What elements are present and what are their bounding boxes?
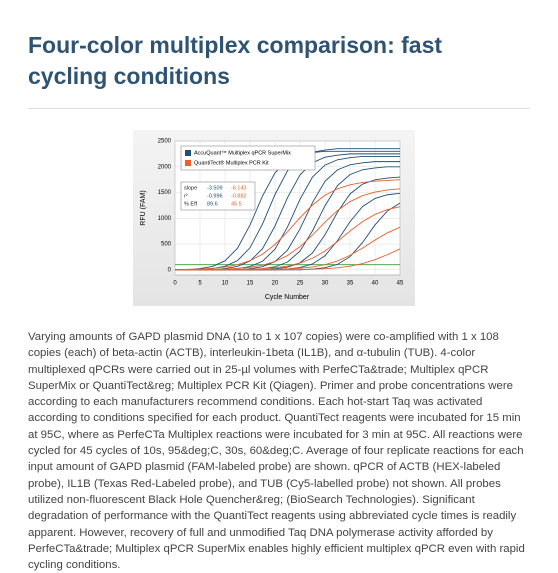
x-tick-label: 0 [173,281,177,287]
stats-cell: r² [184,193,188,199]
y-tick-label: 500 [161,242,172,248]
x-tick-label: 15 [247,281,254,287]
amplification-curve [174,179,401,271]
stats-cell: -6.143 [231,185,247,191]
x-tick-label: 30 [322,281,329,287]
stats-cell: 89.6 [207,201,218,207]
x-tick-label: 20 [272,281,279,287]
legend-label: AccuQuant™ Multiplex qPCR SuperMix [194,150,291,156]
x-tick-label: 5 [198,281,202,287]
y-axis-label: RFU (FAM) [140,190,147,225]
y-tick-label: 1000 [158,216,172,222]
x-tick-label: 25 [297,281,304,287]
divider [28,108,530,109]
stats-cell: -3.509 [207,185,223,191]
chart: RFU (FAM) Cycle Number 0 500 1000 1500 2000 2… [133,130,415,306]
amplification-curve [175,248,401,271]
legend-swatch [185,160,191,166]
stats-box [180,181,256,211]
y-tick-label: 2000 [158,164,172,170]
caption: Varying amounts of GAPD plasmid DNA (10 … [28,331,525,572]
page-title: Four-color multiplex comparison: fast cy… [28,32,443,89]
stats-cell: -0.882 [231,193,247,199]
stats-cell: % Eff [184,201,198,207]
x-tick-label: 10 [222,281,229,287]
stats-cell: 45.5 [231,201,242,207]
y-tick-label: 2500 [158,139,172,145]
legend-label: QuantiTect® Multiplex PCR Kit [194,159,269,166]
x-axis-label: Cycle Number [265,294,310,301]
y-tick-label: 1500 [158,190,172,196]
x-tick-label: 45 [397,281,404,287]
y-tick-label: 0 [168,267,172,273]
legend-box [180,145,316,171]
stats-cell: slope [184,185,197,191]
legend-swatch [185,150,191,156]
stats-cell: -0.996 [207,193,223,199]
x-tick-label: 40 [372,281,379,287]
x-tick-label: 35 [347,281,354,287]
